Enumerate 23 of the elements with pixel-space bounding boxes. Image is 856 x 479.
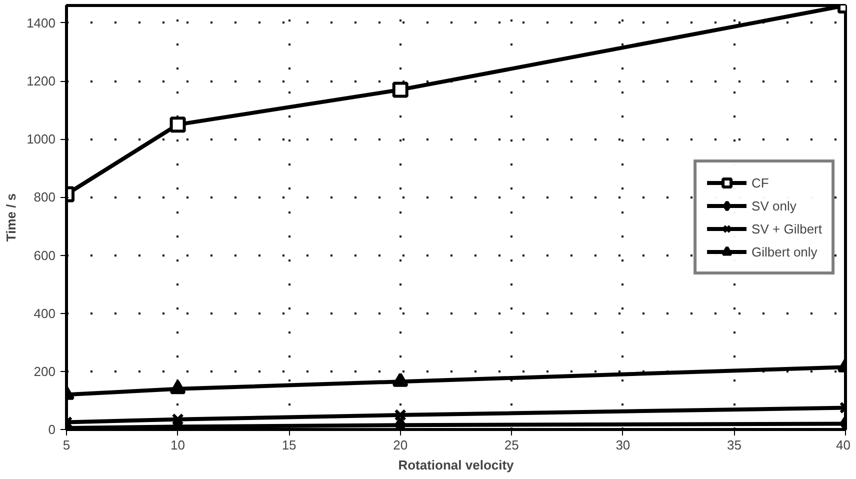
y-tick-label: 400 — [34, 306, 56, 321]
x-tick-label: 15 — [282, 438, 296, 452]
x-tick-label: 30 — [616, 438, 630, 452]
x-tick-label: 20 — [393, 438, 408, 452]
legend-label: SV + Gilbert — [752, 221, 822, 236]
y-axis-title: Time / s — [4, 193, 19, 242]
x-tick-label: 35 — [726, 438, 742, 452]
x-tick-label: 40 — [836, 438, 851, 452]
x-tick-label: 10 — [170, 438, 186, 452]
x-tick-label: 5 — [62, 438, 70, 452]
x-tick-label: 25 — [504, 438, 519, 452]
y-tick-label: 600 — [34, 248, 56, 263]
x-axis-title: Rotational velocity — [398, 458, 515, 472]
y-tick-label: 1000 — [26, 132, 56, 147]
y-tick-label: 800 — [34, 190, 56, 205]
legend-label: SV only — [752, 198, 796, 213]
legend-label: CF — [752, 175, 770, 190]
y-tick-label: 200 — [34, 364, 56, 379]
y-tick-label: 1200 — [26, 74, 56, 89]
legend-label: Gilbert only — [752, 244, 818, 259]
y-tick-label: 0 — [48, 422, 56, 437]
point — [392, 82, 408, 98]
y-tick-label: 1400 — [26, 15, 56, 30]
